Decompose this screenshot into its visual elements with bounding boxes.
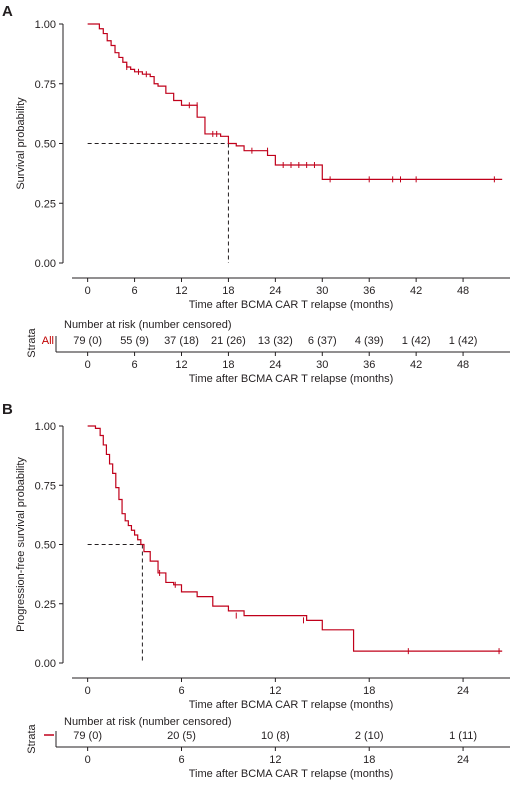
risk-value: 1 (11) [449, 730, 477, 742]
risk-x-tick-label: 18 [363, 754, 375, 766]
x-tick-label: 42 [410, 285, 422, 297]
survival-curve [87, 23, 503, 180]
risk-x-tick-label: 12 [269, 754, 281, 766]
risk-x-axis-title: Time after BCMA CAR T relapse (months) [189, 768, 394, 780]
y-tick-label: 0.50 [35, 139, 56, 151]
risk-x-tick-label: 24 [457, 754, 469, 766]
risk-value: 55 (9) [120, 335, 149, 347]
risk-value: 4 (39) [355, 335, 384, 347]
panel-letter: B [2, 401, 13, 418]
risk-x-tick-label: 30 [316, 359, 328, 371]
risk-x-tick-label: 6 [132, 359, 138, 371]
strata-label: All [42, 335, 54, 347]
strata-title: Strata [26, 723, 38, 753]
x-tick-label: 12 [175, 285, 187, 297]
x-tick-label: 18 [222, 285, 234, 297]
risk-value: 21 (26) [211, 335, 246, 347]
y-tick-label: 0.75 [35, 480, 56, 492]
risk-x-tick-label: 6 [178, 754, 184, 766]
x-tick-label: 6 [178, 685, 184, 697]
risk-x-axis-title: Time after BCMA CAR T relapse (months) [189, 373, 394, 385]
x-tick-label: 24 [269, 285, 281, 297]
y-axis-title: Progression-free survival probability [15, 457, 27, 632]
risk-value: 79 (0) [73, 335, 102, 347]
risk-x-tick-label: 36 [363, 359, 375, 371]
risk-x-tick-label: 0 [85, 754, 91, 766]
risk-x-tick-label: 48 [457, 359, 469, 371]
risk-x-tick-label: 12 [175, 359, 187, 371]
y-tick-label: 0.75 [35, 79, 56, 91]
risk-value: 13 (32) [258, 335, 293, 347]
strata-title: Strata [26, 327, 38, 357]
risk-value: 2 (10) [355, 730, 384, 742]
y-axis-title: Survival probability [15, 97, 27, 190]
x-tick-label: 48 [457, 285, 469, 297]
x-tick-label: 24 [457, 685, 469, 697]
y-tick-label: 1.00 [35, 19, 56, 31]
panel-a: A 0.00 0.25 0.50 0.75 1.00 Survival probabilit… [2, 3, 510, 385]
y-tick-label: 0.00 [35, 658, 56, 670]
x-tick-label: 0 [85, 285, 91, 297]
y-tick-label: 0.00 [35, 258, 56, 270]
y-tick-label: 0.50 [35, 540, 56, 552]
x-axis-title: Time after BCMA CAR T relapse (months) [189, 699, 394, 711]
x-tick-label: 0 [85, 685, 91, 697]
risk-x-tick-label: 42 [410, 359, 422, 371]
risk-value: 37 (18) [164, 335, 199, 347]
x-axis-title: Time after BCMA CAR T relapse (months) [189, 299, 394, 311]
risk-x-tick-label: 18 [222, 359, 234, 371]
x-tick-label: 30 [316, 285, 328, 297]
risk-table-header: Number at risk (number censored) [64, 319, 232, 331]
x-tick-label: 12 [269, 685, 281, 697]
y-tick-label: 0.25 [35, 599, 56, 611]
risk-x-tick-label: 0 [85, 359, 91, 371]
x-tick-label: 18 [363, 685, 375, 697]
risk-table-header: Number at risk (number censored) [64, 716, 232, 728]
risk-value: 1 (42) [449, 335, 478, 347]
risk-value: 20 (5) [167, 730, 196, 742]
risk-value: 10 (8) [261, 730, 290, 742]
x-tick-label: 36 [363, 285, 375, 297]
panel-letter: A [2, 3, 13, 20]
risk-value: 1 (42) [402, 335, 431, 347]
y-tick-label: 1.00 [35, 421, 56, 433]
y-tick-label: 0.25 [35, 198, 56, 210]
risk-x-tick-label: 24 [269, 359, 281, 371]
panel-b: B 0.00 0.25 0.50 0.75 1.00 Progression-free su… [2, 401, 510, 780]
risk-value: 6 (37) [308, 335, 337, 347]
survival-curve [87, 425, 503, 652]
x-tick-label: 6 [132, 285, 138, 297]
risk-value: 79 (0) [73, 730, 102, 742]
